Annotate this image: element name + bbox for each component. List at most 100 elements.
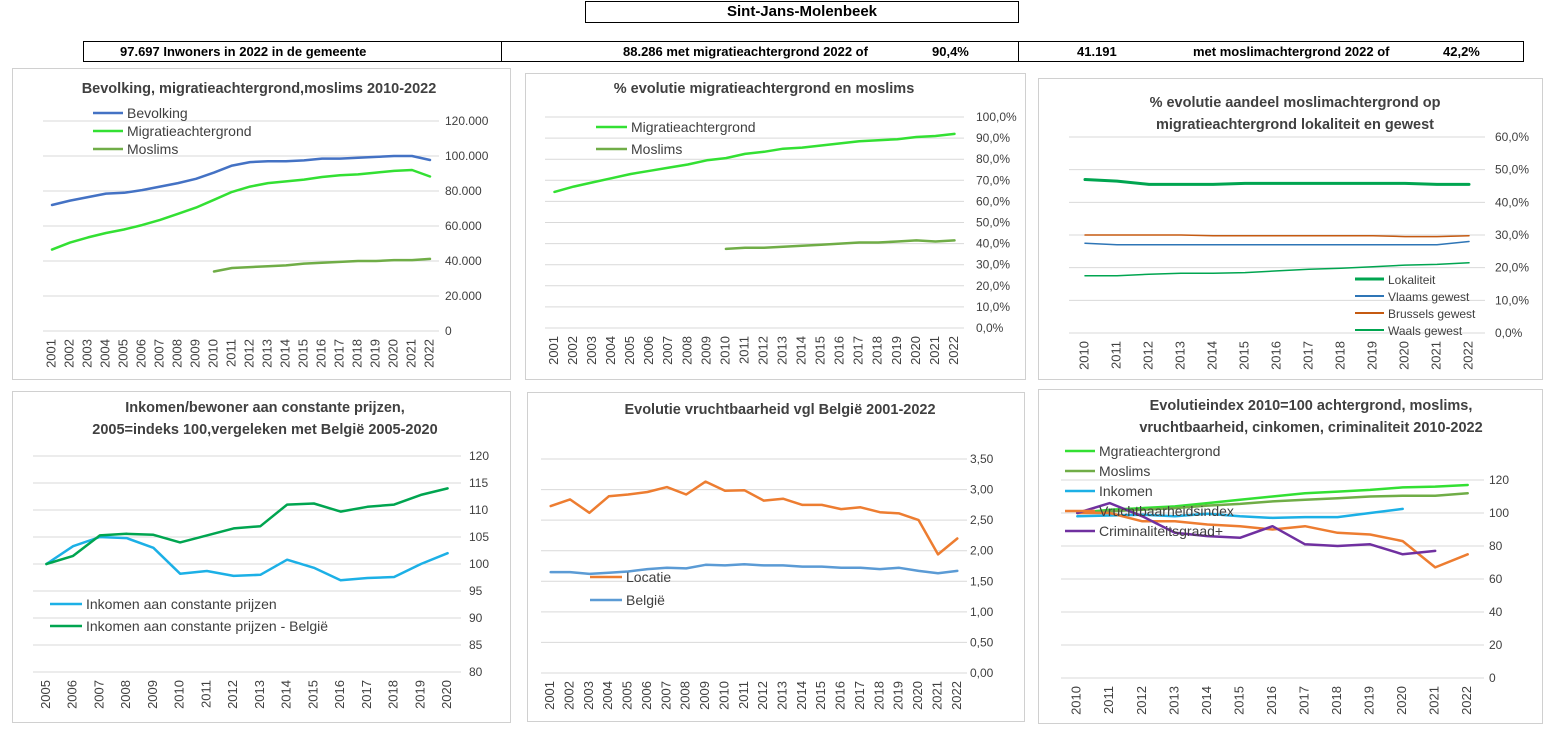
chart-panel-population: Bevolking, migratieachtergrond,moslims 2…: [12, 68, 511, 380]
x-tick-label: 2022: [1459, 686, 1474, 715]
y-tick-label: 0,50: [970, 635, 994, 649]
x-tick-label: 2020: [385, 339, 400, 368]
legend-label: Locatie: [626, 569, 671, 585]
x-tick-label: 2011: [1101, 686, 1116, 714]
x-tick-label: 2020: [1394, 686, 1409, 715]
x-tick-label: 2021: [1428, 341, 1443, 370]
x-tick-label: 2016: [832, 336, 847, 365]
x-tick-label: 2019: [1362, 686, 1377, 715]
y-tick-label: 110: [469, 503, 488, 517]
y-tick-label: 80.000: [445, 184, 482, 198]
x-tick-label: 2016: [1264, 686, 1279, 715]
x-tick-label: 2019: [1364, 341, 1379, 370]
series-line: [1076, 511, 1469, 569]
legend-label: Criminaliteitsgraad+: [1099, 523, 1223, 539]
x-tick-label: 2021: [929, 681, 944, 710]
x-tick-label: 2016: [313, 339, 328, 368]
y-tick-label: 50,0%: [1495, 163, 1529, 177]
y-tick-label: 115: [469, 476, 488, 490]
chart-title-line: % evolutie migratieachtergrond en moslim…: [614, 81, 915, 97]
summary-migratie: 88.286 met migratieachtergrond 2022 of 9…: [501, 41, 1019, 62]
chart-panel-index: Evolutieindex 2010=100 achtergrond, mosl…: [1038, 389, 1543, 724]
x-tick-label: 2015: [295, 339, 310, 368]
x-tick-label: 2018: [386, 680, 401, 709]
x-tick-label: 2002: [61, 339, 76, 368]
x-tick-label: 2003: [584, 336, 599, 365]
series-line: [1076, 501, 1437, 556]
x-tick-label: 2006: [641, 336, 656, 365]
x-tick-label: 2015: [1236, 341, 1251, 370]
y-tick-label: 85: [469, 638, 483, 652]
x-tick-label: 2011: [223, 339, 238, 367]
x-tick-label: 2012: [241, 339, 256, 368]
x-tick-label: 2019: [412, 680, 427, 709]
chart-fertility: Evolutie vruchtbaarheid vgl België 2001-…: [541, 402, 994, 710]
x-tick-label: 2015: [1231, 686, 1246, 715]
x-tick-label: 2017: [851, 336, 866, 365]
x-tick-label: 2022: [1460, 341, 1475, 370]
summary-moslim: 41.191 met moslimachtergrond 2022 of 42,…: [1018, 41, 1524, 62]
x-tick-label: 2008: [118, 680, 133, 709]
legend-label: Mgratieachtergrond: [1099, 443, 1220, 459]
chart-title-line: 2005=indeks 100,vergeleken met België 20…: [92, 422, 437, 438]
series-line: [1084, 240, 1470, 246]
x-tick-label: 2014: [279, 680, 294, 709]
x-tick-label: 2012: [225, 680, 240, 709]
x-tick-label: 2004: [603, 336, 618, 365]
y-tick-label: 40.000: [445, 254, 482, 268]
y-tick-label: 30,0%: [976, 258, 1010, 272]
x-tick-label: 2011: [736, 681, 751, 709]
x-tick-label: 2019: [891, 681, 906, 710]
x-tick-label: 2006: [133, 339, 148, 368]
y-tick-label: 80: [1489, 539, 1503, 553]
y-tick-label: 100,0%: [976, 110, 1017, 124]
x-tick-label: 2020: [439, 680, 454, 709]
y-tick-label: 100.000: [445, 149, 489, 163]
chart-index: Evolutieindex 2010=100 achtergrond, mosl…: [1061, 398, 1509, 715]
x-tick-label: 2013: [259, 339, 274, 368]
x-tick-label: 2011: [198, 680, 213, 708]
x-tick-label: 2016: [833, 681, 848, 710]
series-line: [549, 480, 959, 556]
y-tick-label: 90: [469, 611, 483, 625]
y-tick-label: 40: [1489, 605, 1503, 619]
chart-title-line: Evolutieindex 2010=100 achtergrond, mosl…: [1150, 398, 1473, 414]
x-tick-label: 2005: [622, 336, 637, 365]
y-tick-label: 20.000: [445, 289, 482, 303]
summary-moslim-count: 41.191: [1077, 44, 1117, 59]
legend-label: Inkomen aan constante prijzen - België: [86, 618, 328, 634]
y-tick-label: 0: [445, 324, 452, 338]
x-tick-label: 2005: [38, 680, 53, 709]
y-tick-label: 120: [469, 449, 489, 463]
chart-title-line: % evolutie aandeel moslimachtergrond op: [1150, 95, 1441, 111]
x-tick-label: 2004: [600, 681, 615, 710]
x-tick-label: 2005: [115, 339, 130, 368]
x-tick-label: 2013: [774, 681, 789, 710]
series-line: [553, 132, 956, 194]
x-tick-label: 2008: [169, 339, 184, 368]
summary-inwoners: 97.697 Inwoners in 2022 in de gemeente: [83, 41, 502, 62]
legend-label: Waals gewest: [1388, 324, 1463, 338]
y-tick-label: 60.000: [445, 219, 482, 233]
x-tick-label: 2009: [145, 680, 160, 709]
x-tick-label: 2002: [561, 681, 576, 710]
x-tick-label: 2001: [542, 681, 557, 710]
x-tick-label: 2010: [1069, 686, 1084, 715]
y-tick-label: 30,0%: [1495, 228, 1529, 242]
x-tick-label: 2016: [1268, 341, 1283, 370]
x-tick-label: 2015: [813, 681, 828, 710]
series-line: [45, 487, 449, 566]
x-tick-label: 2020: [1396, 341, 1411, 370]
x-tick-label: 2014: [277, 339, 292, 368]
x-tick-label: 2020: [908, 336, 923, 365]
series-line: [212, 257, 432, 273]
x-tick-label: 2001: [546, 336, 561, 365]
x-tick-label: 2014: [794, 681, 809, 710]
series-line: [45, 535, 449, 582]
x-tick-label: 2001: [43, 339, 58, 368]
chart-panel-pct-evolution: % evolutie migratieachtergrond en moslim…: [525, 73, 1026, 380]
chart-title-line: Evolutie vruchtbaarheid vgl België 2001-…: [624, 402, 935, 418]
y-tick-label: 0: [1489, 671, 1496, 685]
x-tick-label: 2007: [660, 336, 675, 365]
x-tick-label: 2021: [927, 336, 942, 365]
